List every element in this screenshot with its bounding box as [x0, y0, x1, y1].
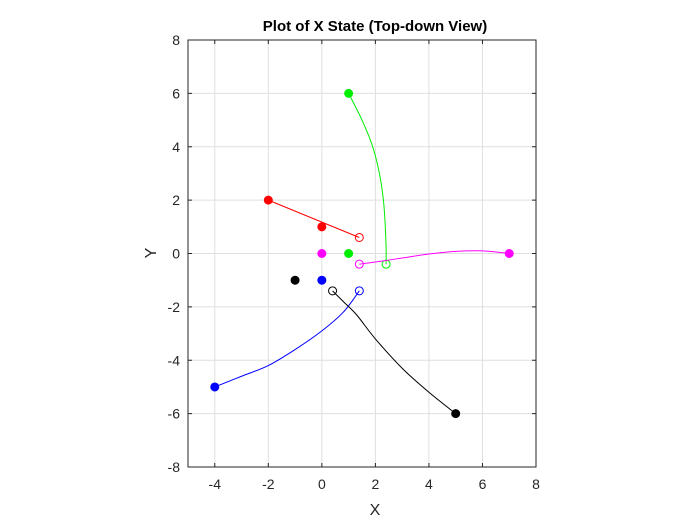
y-tick-label: 0 — [172, 246, 180, 262]
x-tick-label: -2 — [262, 476, 275, 492]
series-0-start-point — [263, 195, 273, 205]
y-tick-label: 4 — [172, 139, 180, 155]
series-2-end-point — [354, 259, 364, 269]
series-layer — [210, 88, 514, 419]
series-2-point-0 — [317, 249, 327, 258]
series-3-trajectory — [214, 290, 360, 388]
x-tick-label: 0 — [318, 476, 326, 492]
x-tick-label: 6 — [479, 476, 487, 492]
x-tick-label: 2 — [371, 476, 379, 492]
y-tick-label: 6 — [172, 85, 180, 101]
series-2 — [317, 249, 514, 269]
x-tick-label: 8 — [532, 476, 540, 492]
series-3-end-point — [354, 286, 364, 296]
x-axis-label: X — [370, 502, 381, 519]
series-4-end-point — [328, 286, 338, 296]
y-tick-label: -4 — [168, 352, 181, 368]
series-1-trajectory — [348, 93, 387, 265]
series-4-point-0 — [290, 275, 300, 285]
x-tick-label: 4 — [425, 476, 433, 492]
y-tick-label: 8 — [172, 32, 180, 48]
series-3-start-point — [210, 382, 220, 392]
series-1-start-point — [344, 88, 354, 98]
series-0 — [263, 195, 364, 242]
x-tick-label: -4 — [209, 476, 222, 492]
series-3-point-0 — [317, 275, 327, 285]
series-4 — [290, 275, 461, 419]
y-tick-label: -8 — [168, 459, 181, 475]
axis-ticks: -4 -2 0 2 4 6 8 -8 -6 -4 -2 0 2 4 6 8 — [168, 32, 541, 492]
series-4-trajectory — [332, 290, 457, 415]
y-axis-label: Y — [143, 247, 160, 258]
series-1 — [344, 88, 391, 269]
y-tick-label: -6 — [168, 406, 181, 422]
series-2-start-point — [504, 249, 514, 258]
series-1-point-0 — [344, 249, 354, 258]
series-0-trajectory — [268, 199, 360, 238]
chart-title: Plot of X State (Top-down View) — [263, 18, 487, 35]
series-0-end-point — [354, 232, 364, 242]
series-3 — [210, 275, 364, 392]
series-0-point-0 — [317, 222, 327, 232]
series-4-start-point — [451, 409, 461, 419]
y-tick-label: -2 — [168, 299, 181, 315]
series-2-trajectory — [359, 250, 510, 265]
y-tick-label: 2 — [172, 192, 180, 208]
